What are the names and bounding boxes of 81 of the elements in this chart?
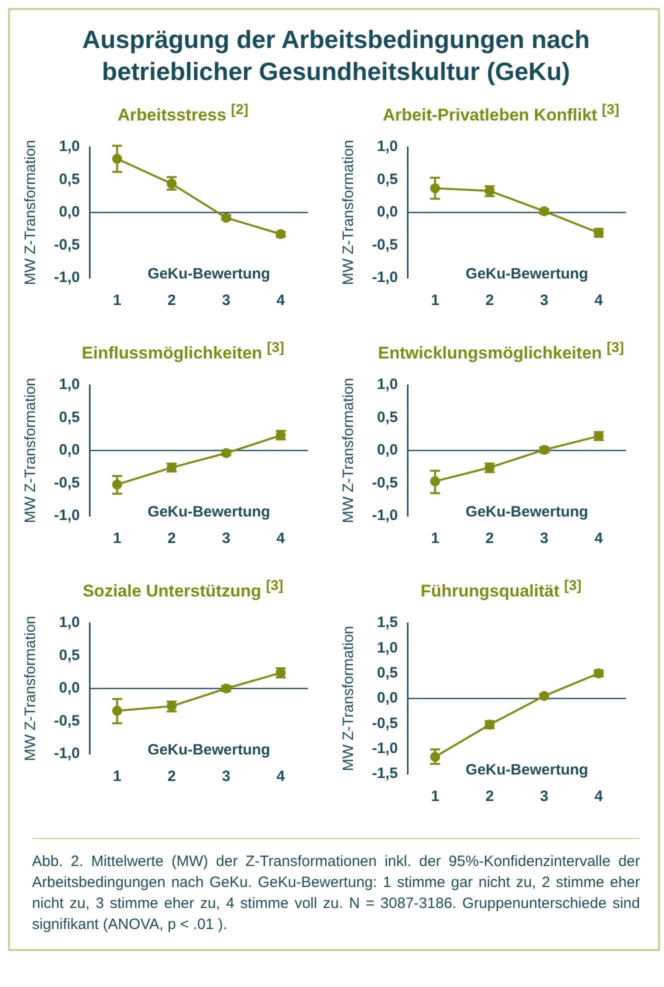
y-tick-label: -0,5: [372, 474, 398, 492]
y-tick-label: 1,0: [58, 138, 80, 156]
y-tick-label: -0,5: [372, 236, 398, 254]
x-tick-label: 1: [112, 530, 122, 548]
y-tick-label: -1,0: [54, 745, 80, 762]
chart-title: Führungsqualität $^{[3]}$: [420, 578, 582, 603]
x-tick-label: 2: [167, 530, 176, 548]
y-tick-label: -1,0: [54, 507, 80, 524]
point: [112, 480, 122, 490]
y-tick-label: 0,0: [58, 204, 80, 221]
y-tick-label: -1,0: [54, 269, 80, 286]
y-tick-label: 0,5: [376, 170, 398, 188]
y-tick-label: 0,5: [376, 408, 398, 426]
x-axis-title: GeKu-Bewertung: [148, 742, 270, 759]
x-tick-label: 4: [276, 292, 286, 310]
x-tick-label: 2: [167, 292, 176, 310]
y-tick-label: 0,0: [58, 442, 80, 459]
y-tick-label: -1,5: [372, 765, 398, 782]
y-axis-title: MW Z-Transformation: [22, 140, 40, 286]
x-tick-label: 4: [276, 768, 286, 786]
y-tick-label: 0,5: [58, 646, 80, 664]
y-axis-title: MW Z-Transformation: [340, 378, 358, 524]
y-tick-label: 1,0: [376, 138, 398, 156]
y-tick-label: 1,0: [376, 639, 398, 656]
x-tick-label: 3: [540, 788, 548, 806]
y-axis-title: MW Z-Transformation: [22, 616, 40, 762]
chart-title: Entwicklungsmöglichkeiten $^{[3]}$: [377, 340, 625, 365]
x-axis-title: GeKu-Bewertung: [466, 762, 588, 779]
y-tick-label: -0,5: [372, 714, 398, 732]
x-axis-title: GeKu-Bewertung: [466, 504, 588, 521]
y-axis-title: MW Z-Transformation: [22, 378, 40, 524]
point: [112, 706, 122, 716]
y-tick-label: 0,0: [58, 680, 80, 697]
y-tick-label: 0,5: [58, 170, 80, 188]
chart-title: Einflussmöglichkeiten $^{[3]}$: [80, 340, 286, 365]
x-tick-label: 4: [594, 292, 604, 310]
x-axis-title: GeKu-Bewertung: [466, 266, 588, 283]
y-axis-title: MW Z-Transformation: [340, 626, 358, 772]
x-tick-label: 1: [112, 292, 122, 310]
x-tick-label: 1: [112, 768, 122, 786]
y-tick-label: 1,0: [376, 376, 398, 394]
chart-title: Arbeitsstress $^{[2]}$: [116, 102, 250, 127]
text: Ausprägung der Arbeitsbedingungen nach betrieblicher Gesundheitskultur (GeKu): [81, 25, 591, 88]
y-tick-label: 1,5: [376, 614, 398, 632]
x-tick-label: 3: [222, 530, 230, 548]
chart-title: Soziale Unterstützung $^{[3]}$: [82, 578, 284, 603]
y-tick-label: -1,0: [372, 740, 398, 757]
x-tick-label: 2: [485, 292, 494, 310]
y-tick-label: 0,0: [376, 204, 398, 221]
y-tick-label: 0,0: [376, 442, 398, 459]
caption: Abb. 2. Mittelwerte (MW) der Z-Transformationen inkl. der 95%-Konfidenzintervalle der Arbeitsbedingungen nach GeKu. GeKu-Bewertung: 1 stimme gar nicht zu, 2 stimme eher nicht zu, 3 stimme eher zu, 4 stimme voll zu. N = 3087-3186. Gruppenunterschiede sind signifikant (ANOVA, p < .01 ).: [32, 838, 640, 935]
y-tick-label: 1,0: [58, 614, 80, 632]
point: [112, 154, 122, 164]
x-tick-label: 1: [430, 530, 440, 548]
x-tick-label: 2: [167, 768, 176, 786]
x-tick-label: 3: [222, 768, 230, 786]
y-tick-label: -0,5: [54, 236, 80, 254]
point: [430, 476, 440, 486]
x-tick-label: 2: [485, 530, 494, 548]
x-tick-label: 2: [485, 788, 494, 806]
y-tick-label: -0,5: [54, 474, 80, 492]
y-tick-label: -1,0: [372, 507, 398, 524]
x-axis-title: GeKu-Bewertung: [148, 266, 270, 283]
x-axis-title: GeKu-Bewertung: [148, 504, 270, 521]
y-tick-label: 1,0: [58, 376, 80, 394]
x-tick-label: 1: [430, 788, 440, 806]
y-tick-label: 0,0: [376, 690, 398, 707]
x-tick-label: 4: [276, 530, 286, 548]
y-tick-label: 0,5: [376, 664, 398, 682]
point: [430, 183, 440, 194]
x-tick-label: 3: [222, 292, 230, 310]
x-tick-label: 4: [594, 788, 604, 806]
y-axis-title: MW Z-Transformation: [340, 140, 358, 286]
x-tick-label: 3: [540, 292, 548, 310]
y-tick-label: 0,5: [58, 408, 80, 426]
x-tick-label: 4: [594, 530, 604, 548]
x-tick-label: 1: [430, 292, 440, 310]
x-tick-label: 3: [540, 530, 548, 548]
y-tick-label: -0,5: [54, 712, 80, 730]
y-tick-label: -1,0: [372, 269, 398, 286]
chart-title: Arbeit-Privatleben Konflikt $^{[3]}$: [382, 102, 620, 127]
